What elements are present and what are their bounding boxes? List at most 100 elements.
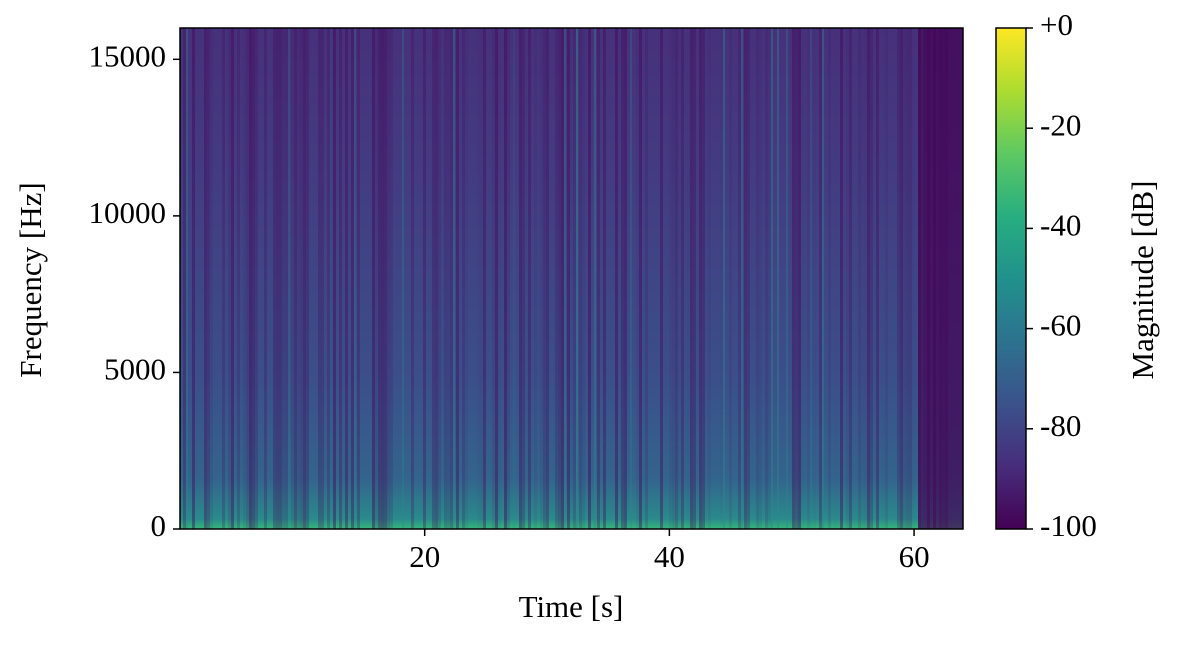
spectrogram-texture	[186, 28, 188, 529]
spectrogram-texture	[372, 28, 375, 529]
spectrogram-texture	[450, 28, 453, 529]
spectrogram-texture	[813, 28, 816, 529]
spectrogram-texture	[669, 28, 672, 529]
spectrogram-texture	[846, 28, 849, 529]
spectrogram-texture	[771, 28, 773, 529]
spectrogram-texture	[483, 28, 486, 529]
spectrogram-texture	[576, 28, 578, 529]
spectrogram-texture	[384, 28, 387, 529]
spectrogram-texture	[906, 28, 909, 529]
spectrogram-texture	[504, 28, 507, 529]
x-tick-label: 40	[654, 539, 685, 574]
spectrogram-texture	[840, 28, 843, 529]
spectrogram-texture	[540, 28, 543, 529]
spectrogram-texture	[792, 28, 795, 529]
spectrogram-texture	[744, 28, 747, 529]
spectrogram-texture	[351, 28, 354, 529]
spectrogram-texture	[387, 28, 390, 529]
spectrogram-texture	[702, 28, 705, 529]
spectrogram-texture	[795, 28, 798, 529]
spectrogram-texture	[615, 28, 618, 529]
spectrogram-texture	[237, 28, 240, 529]
spectrogram-texture	[297, 28, 300, 529]
spectrogram-texture	[453, 28, 455, 529]
y-tick-label: 15000	[89, 38, 167, 73]
spectrogram-texture	[558, 28, 561, 529]
spectrogram-texture	[519, 28, 522, 529]
spectrogram-texture	[357, 28, 360, 529]
spectrogram-texture	[285, 28, 288, 529]
spectrogram-texture	[330, 28, 332, 529]
spectrogram-texture	[897, 28, 900, 529]
spectrogram-texture	[465, 28, 468, 529]
spectrogram-texture	[528, 28, 531, 529]
spectrogram-texture	[699, 28, 702, 529]
spectrogram-texture	[411, 28, 414, 529]
spectrogram-texture	[327, 28, 330, 529]
spectrogram-texture	[210, 28, 213, 529]
spectrogram-texture	[723, 28, 725, 529]
spectrogram-texture	[333, 28, 336, 529]
spectrogram-texture	[870, 28, 873, 529]
y-axis-label: Frequency [Hz]	[13, 182, 48, 377]
spectrogram-texture	[513, 28, 515, 529]
spectrogram-texture	[354, 28, 356, 529]
spectrogram-texture	[456, 28, 459, 529]
spectrogram-image	[180, 28, 963, 529]
spectrogram-texture	[747, 28, 750, 529]
spectrogram-texture	[777, 28, 779, 529]
spectrogram-texture	[912, 28, 915, 529]
x-tick-label: 20	[409, 539, 440, 574]
spectrogram-texture	[246, 28, 249, 529]
spectrogram-texture	[243, 28, 246, 529]
spectrogram-texture	[300, 28, 303, 529]
spectrogram-texture	[228, 28, 231, 529]
spectrogram-texture	[276, 28, 279, 529]
spectrogram-texture	[492, 28, 495, 529]
spectrogram-texture	[594, 28, 596, 529]
spectrogram-texture	[645, 28, 648, 529]
spectrogram-texture	[273, 28, 276, 529]
spectrogram-texture	[864, 28, 867, 529]
spectrogram-texture	[636, 28, 639, 529]
colorbar	[995, 27, 1027, 530]
spectrogram-texture	[624, 28, 627, 529]
spectrogram-texture	[480, 28, 483, 529]
spectrogram-texture	[708, 28, 711, 529]
spectrogram-texture	[849, 28, 852, 529]
spectrogram-texture	[291, 28, 294, 529]
spectrogram-texture	[798, 28, 801, 529]
spectrogram-texture	[582, 28, 585, 529]
spectrogram-texture	[390, 28, 393, 529]
y-tick-label: 0	[151, 508, 167, 543]
spectrogram-texture	[192, 28, 195, 529]
spectrogram-texture	[909, 28, 912, 529]
spectrogram-texture	[423, 28, 426, 529]
spectrogram-texture	[438, 28, 441, 529]
spectrogram-texture	[579, 28, 582, 529]
spectrogram-texture	[693, 28, 696, 529]
spectrogram-texture	[279, 28, 282, 529]
spectrogram-texture	[573, 28, 576, 529]
spectrogram-base	[180, 28, 963, 529]
spectrogram-texture	[603, 28, 606, 529]
spectrogram-texture	[882, 28, 885, 529]
spectrogram-texture	[303, 28, 306, 529]
spectrogram-texture	[729, 28, 732, 529]
spectrogram-texture	[570, 28, 573, 529]
spectrogram-texture	[660, 28, 663, 529]
spectrogram-texture	[432, 28, 435, 529]
spectrogram-texture	[786, 28, 788, 529]
spectrogram-texture	[681, 28, 684, 529]
spectrogram-texture	[183, 28, 186, 529]
spectrogram-texture	[321, 28, 324, 529]
spectrogram-texture	[876, 28, 879, 529]
spectrogram-texture	[282, 28, 285, 529]
spectrogram-texture	[288, 28, 290, 529]
spectrogram-texture	[522, 28, 525, 529]
spectrogram-texture	[345, 28, 348, 529]
y-tick-label: 10000	[89, 195, 167, 230]
spectrogram-texture	[546, 28, 549, 529]
spectrogram-texture	[822, 28, 824, 529]
